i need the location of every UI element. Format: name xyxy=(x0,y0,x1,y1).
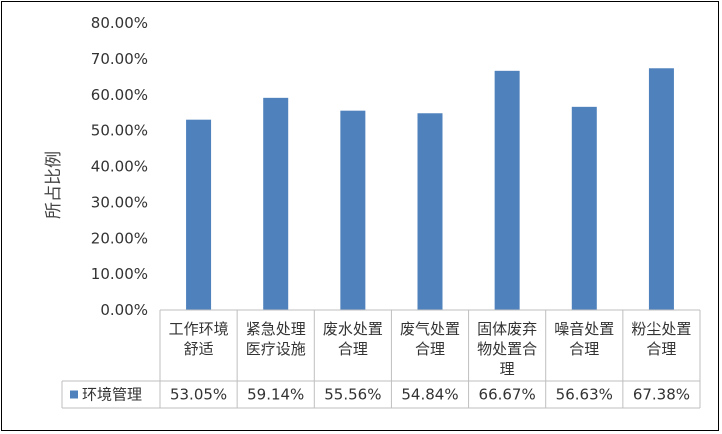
y-tick-label: 0.00% xyxy=(100,301,148,319)
category-label: 废水处置合理 xyxy=(323,320,383,358)
y-tick-label: 10.00% xyxy=(91,265,148,283)
y-tick-label: 20.00% xyxy=(91,229,148,247)
bar xyxy=(494,70,520,310)
y-tick-label: 50.00% xyxy=(91,122,148,140)
legend-swatch xyxy=(70,390,78,399)
category-label: 粉尘处置合理 xyxy=(631,320,691,358)
data-value-label: 56.63% xyxy=(556,386,613,404)
data-value-label: 66.67% xyxy=(479,386,536,404)
y-axis-ticks: 0.00% 10.00% 20.00% 30.00% 40.00% 50.00% 60.00… xyxy=(91,14,148,319)
data-value-label: 55.56% xyxy=(324,386,381,404)
y-tick-label: 30.00% xyxy=(91,193,148,211)
bar xyxy=(648,68,674,310)
y-axis-label: 所占比例 xyxy=(44,151,64,219)
category-label: 废气处置合理 xyxy=(400,320,460,358)
bar xyxy=(571,106,597,310)
category-label: 工作环境舒适 xyxy=(169,320,229,358)
y-tick-label: 70.00% xyxy=(91,50,148,68)
category-label: 紧急处理医疗设施 xyxy=(246,320,306,358)
data-value-label: 53.05% xyxy=(170,386,227,404)
bar xyxy=(263,97,289,310)
data-value-label: 54.84% xyxy=(401,386,458,404)
bar xyxy=(417,113,443,310)
bars xyxy=(186,68,674,310)
category-label: 噪音处置合理 xyxy=(554,320,614,358)
bar xyxy=(340,110,366,310)
y-tick-label: 40.00% xyxy=(91,158,148,176)
bar xyxy=(186,119,212,310)
y-tick-label: 80.00% xyxy=(91,14,148,32)
category-label: 固体废弃物处置合理 xyxy=(477,320,537,378)
legend-label: 环境管理 xyxy=(82,386,142,404)
data-table: 工作环境舒适紧急处理医疗设施废水处置合理废气处置合理固体废弃物处置合理噪音处置合… xyxy=(61,309,701,409)
y-tick-label: 60.00% xyxy=(91,86,148,104)
data-value-label: 59.14% xyxy=(247,386,304,404)
data-value-label: 67.38% xyxy=(633,386,690,404)
